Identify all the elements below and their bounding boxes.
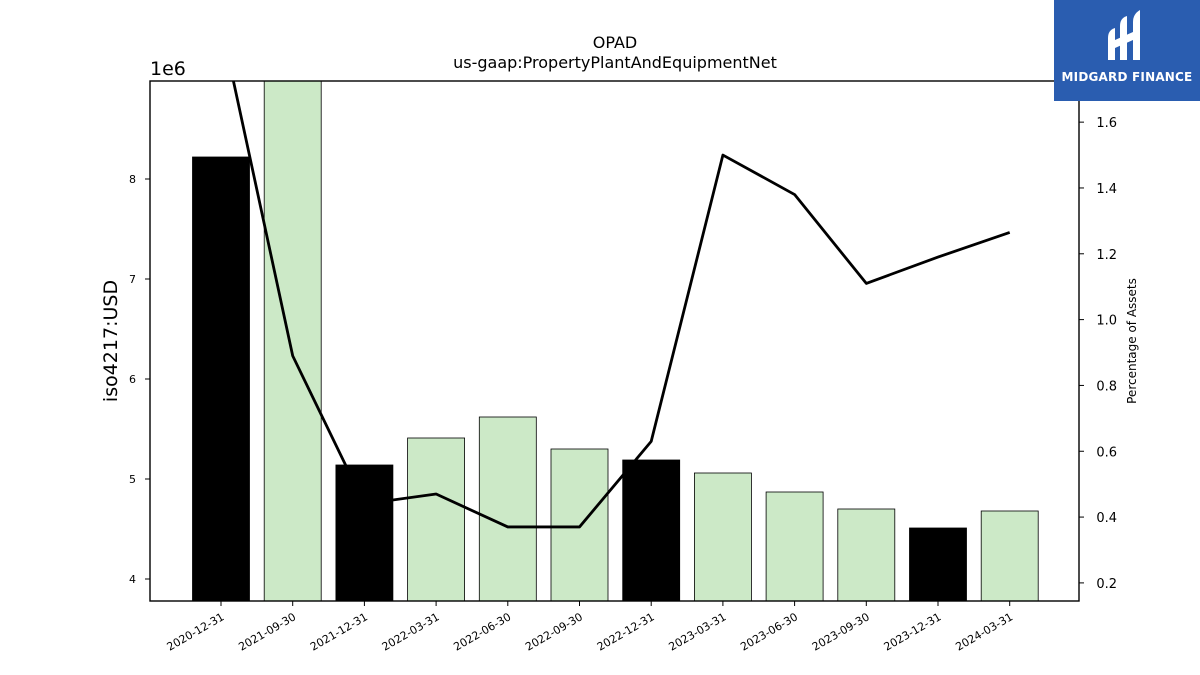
bar-2023-06-30 <box>765 491 824 601</box>
y2-tick-label: 1.2 <box>1096 248 1117 263</box>
x-tick-label: 2023-09-30 <box>810 610 872 653</box>
bar-2021-09-30 <box>263 81 322 601</box>
y2-tick-label: 0.2 <box>1096 577 1117 592</box>
y2-axis-label: Percentage of Assets <box>1125 278 1139 404</box>
x-tick-label: 2023-12-31 <box>882 610 944 653</box>
bar-2022-03-31 <box>407 437 466 601</box>
x-tick-label: 2023-03-31 <box>667 610 729 653</box>
y2-tick-label: 1.6 <box>1096 116 1117 131</box>
x-tick-label: 2021-12-31 <box>308 610 370 653</box>
y2-tick-label: 0.8 <box>1096 379 1117 394</box>
bar-2022-06-30 <box>478 416 537 601</box>
bar-2023-09-30 <box>837 508 896 601</box>
plot-frame <box>149 80 1080 602</box>
y-offset-label: 1e6 <box>150 58 186 80</box>
bar-2024-03-31 <box>980 510 1039 601</box>
chart-subtitle: us-gaap:PropertyPlantAndEquipmentNet <box>453 53 777 72</box>
y-tick-label: 4 <box>129 573 136 586</box>
y2-tick-label: 1.4 <box>1096 182 1117 197</box>
bar-2023-12-31 <box>909 527 967 601</box>
y2-tick-label: 1.0 <box>1096 314 1117 329</box>
x-tick-label: 2020-12-31 <box>165 610 227 653</box>
x-tick-label: 2022-09-30 <box>523 610 585 653</box>
bar-2022-12-31 <box>622 459 681 601</box>
y-tick-label: 6 <box>129 373 136 386</box>
x-tick-label: 2022-03-31 <box>380 610 442 653</box>
chart-title: OPAD <box>593 33 637 52</box>
y-tick-label: 7 <box>129 273 136 286</box>
bar-2021-12-31 <box>335 464 394 601</box>
bar-2023-03-31 <box>694 472 752 601</box>
midgard-finance-logo: MIDGARD FINANCE <box>1054 0 1200 101</box>
line-group <box>231 81 1011 529</box>
x-tick-label: 2022-06-30 <box>451 610 513 653</box>
y-axis-label: iso4217:USD <box>100 280 122 402</box>
x-tick-label: 2021-09-30 <box>236 610 298 653</box>
y2-tick-label: 0.6 <box>1096 445 1117 460</box>
y-tick-label: 5 <box>129 473 136 486</box>
bars-group <box>192 81 1039 601</box>
y-tick-label: 8 <box>129 173 136 186</box>
logo-mark-icon <box>1108 10 1140 60</box>
x-tick-label: 2022-12-31 <box>595 610 657 653</box>
y2-tick-label: 0.4 <box>1096 511 1117 526</box>
percentage-line <box>231 81 1011 529</box>
x-tick-label: 2023-06-30 <box>738 610 800 653</box>
logo-text: MIDGARD FINANCE <box>1061 70 1193 84</box>
bar-2020-12-31 <box>192 156 250 601</box>
x-tick-label: 2024-03-31 <box>953 610 1015 653</box>
